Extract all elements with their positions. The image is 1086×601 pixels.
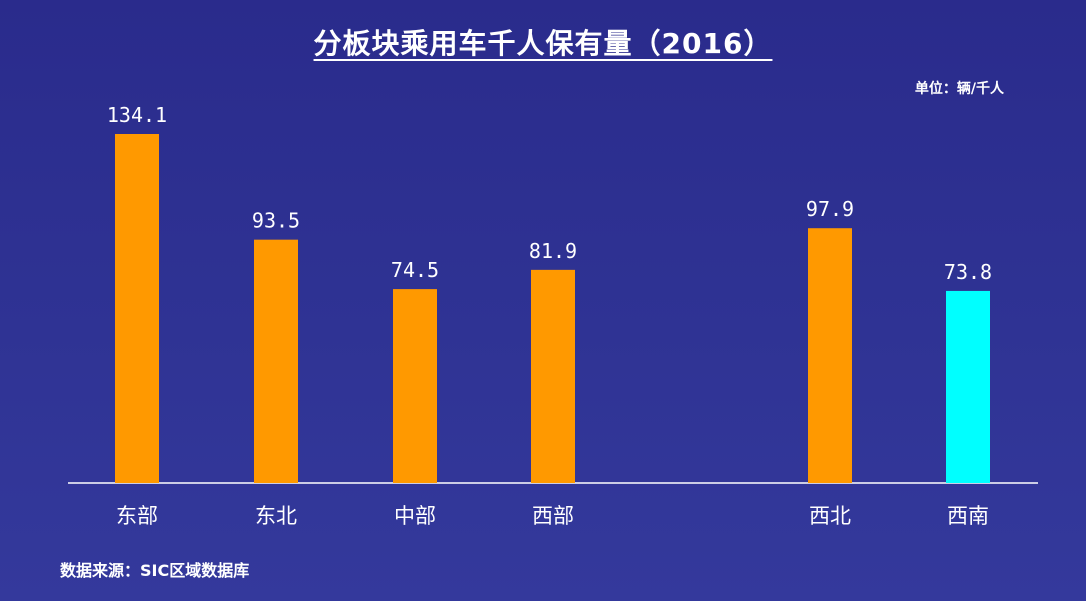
unit-label: 单位：辆/千人	[914, 81, 1004, 97]
bar-5	[808, 228, 852, 483]
bar-1	[115, 134, 159, 483]
value-label-3: 74.5	[391, 258, 439, 282]
value-label-1: 134.1	[107, 103, 167, 127]
bars-group	[115, 134, 990, 483]
bar-2	[254, 239, 298, 483]
value-label-2: 93.5	[252, 209, 300, 233]
category-label-2: 东北	[255, 504, 297, 528]
bar-4	[531, 269, 575, 483]
value-label-4: 81.9	[529, 239, 577, 263]
data-source: 数据来源：SIC区域数据库	[60, 561, 250, 580]
bar-6	[946, 290, 990, 483]
category-label-4: 西部	[532, 504, 574, 528]
bar-3	[393, 289, 437, 483]
labels-group: 134.1 东部 93.5 东北 74.5 中部 81.9 西部 97.9 西北 73.8 西南	[107, 103, 992, 528]
chart-title: 分板块乘用车千人保有量（2016）	[0, 22, 1086, 62]
value-label-6: 73.8	[944, 260, 992, 284]
category-label-3: 中部	[394, 504, 436, 528]
category-label-5: 西北	[809, 504, 851, 528]
category-label-1: 东部	[116, 504, 158, 528]
category-label-6: 西南	[947, 504, 989, 528]
chart-title-text: 分板块乘用车千人保有量（2016）	[313, 27, 773, 60]
value-label-5: 97.9	[806, 197, 854, 221]
